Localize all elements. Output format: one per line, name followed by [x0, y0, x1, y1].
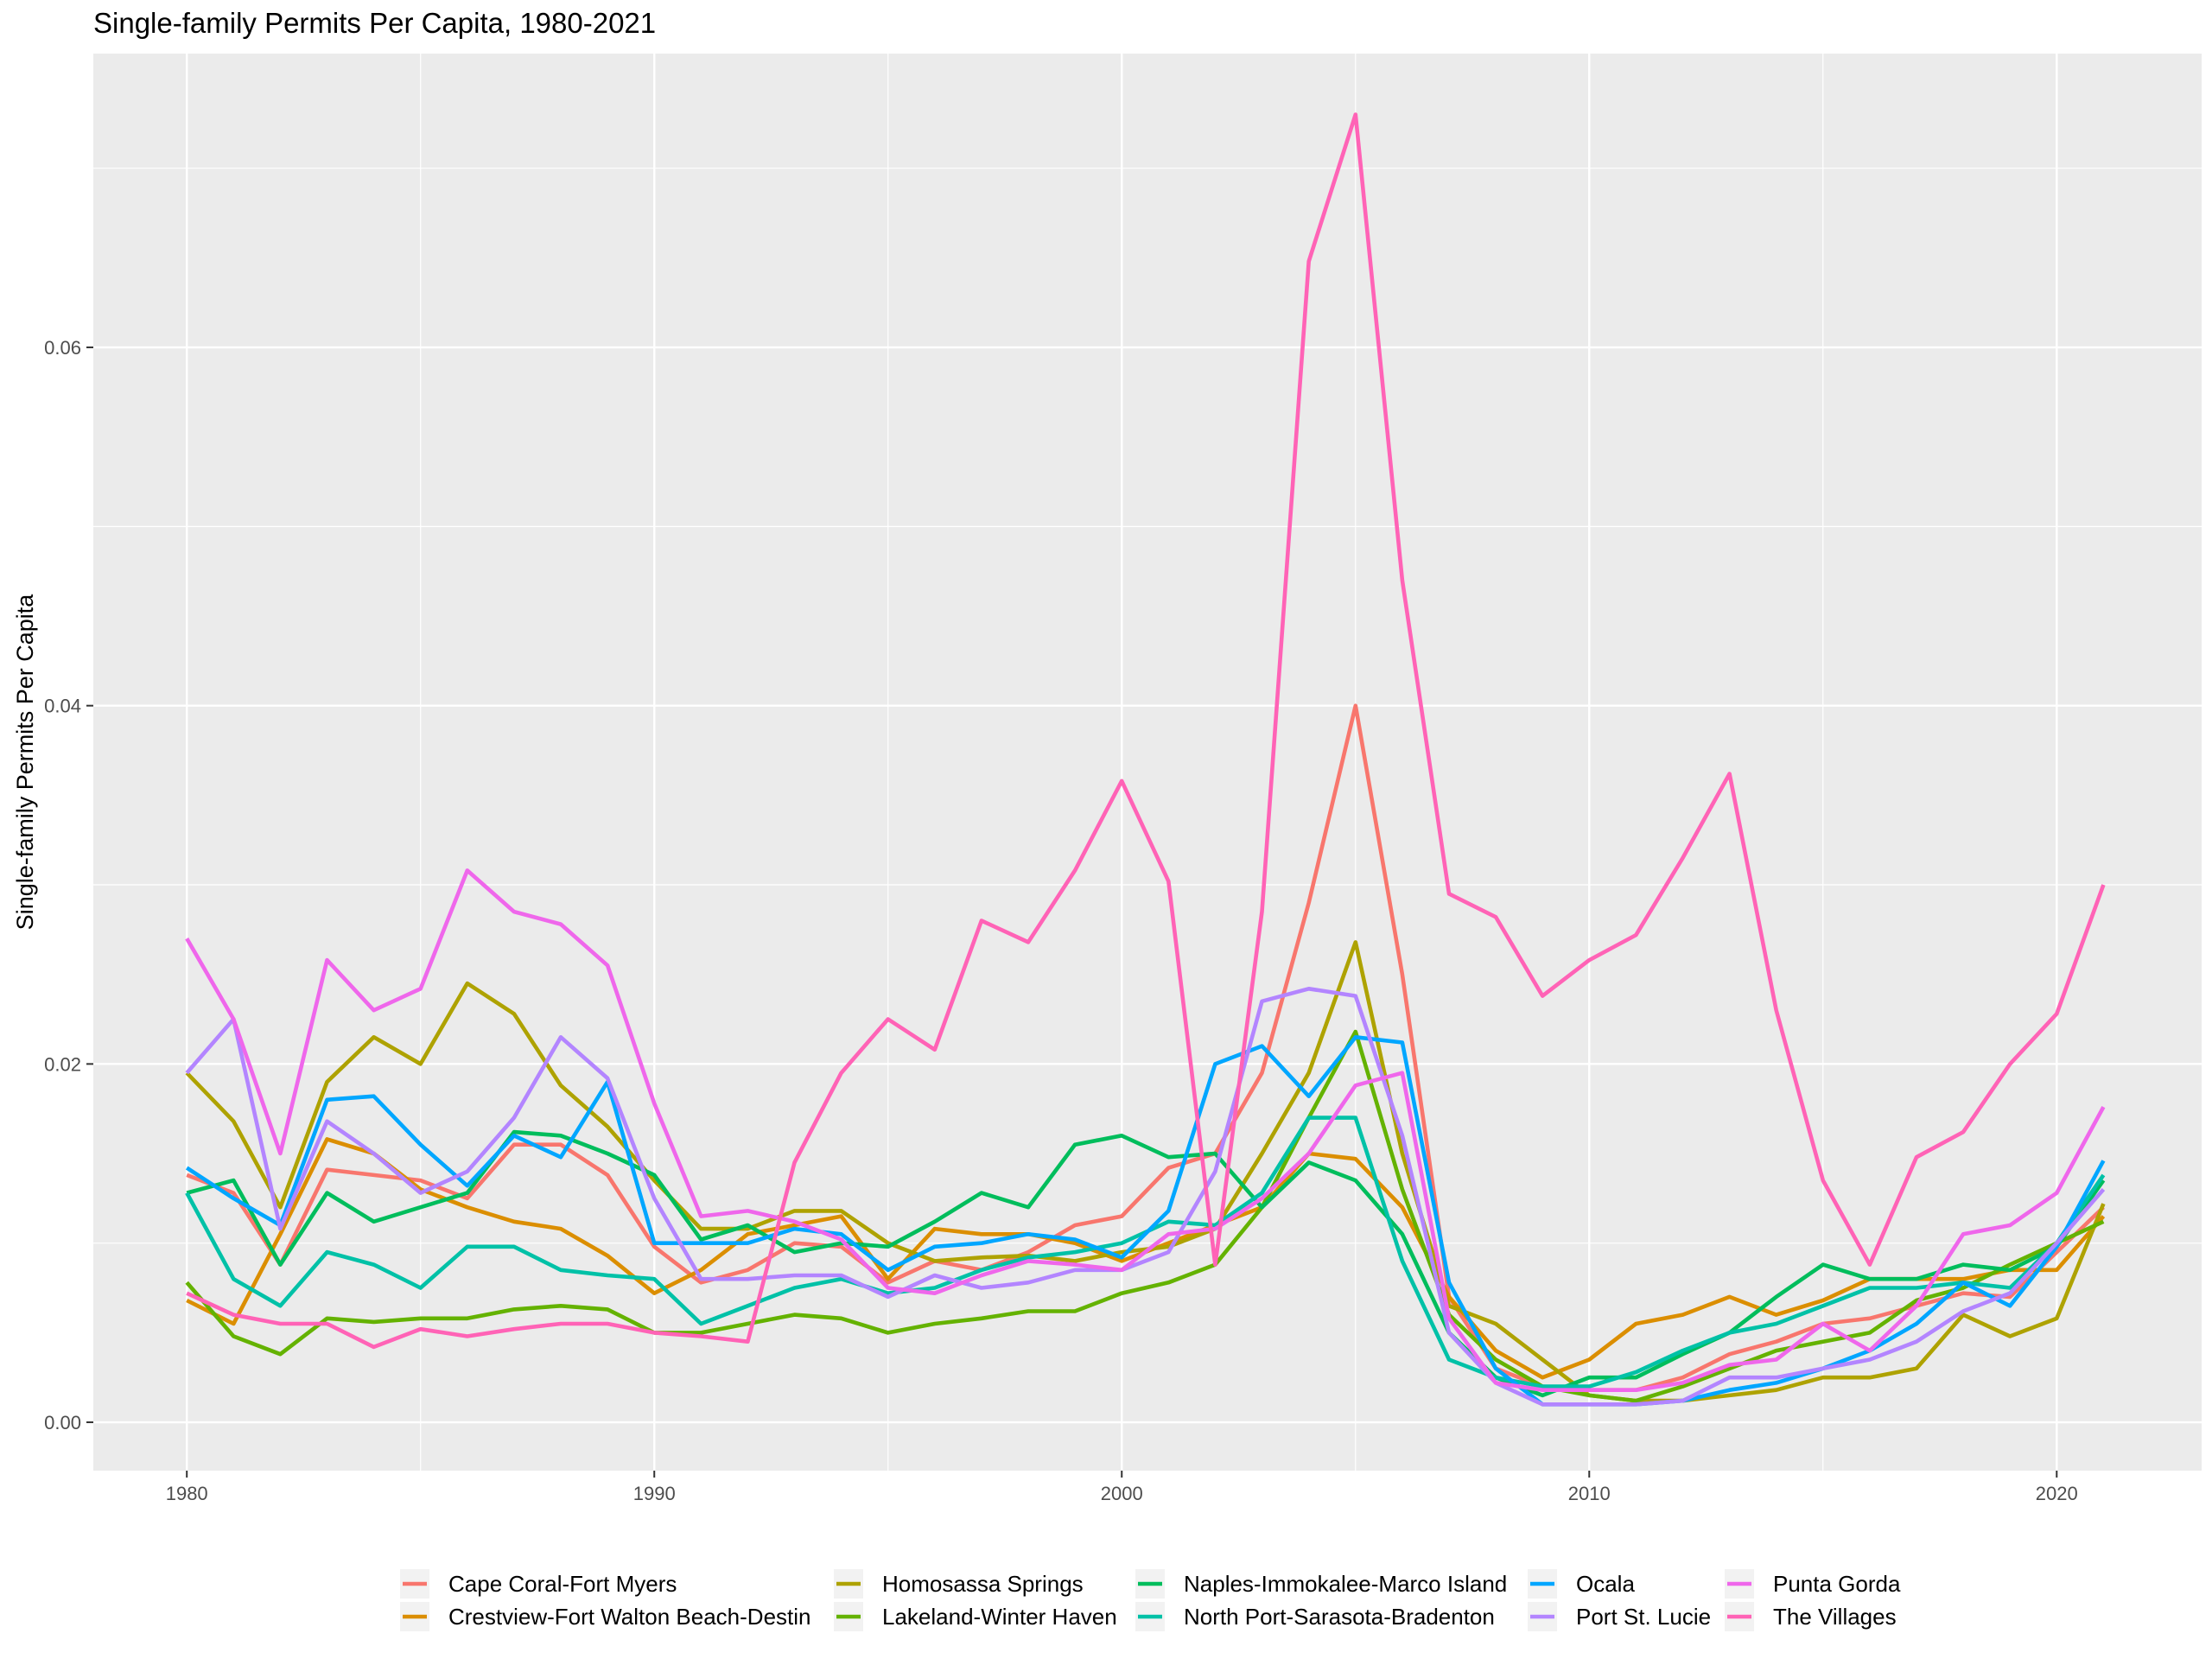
legend-item: Punta Gorda	[1725, 1569, 1901, 1599]
legend-item: Crestview-Fort Walton Beach-Destin	[400, 1602, 811, 1631]
y-tick-label: 0.00	[44, 1412, 81, 1433]
x-tick-label: 2000	[1101, 1483, 1143, 1504]
legend-item: North Port-Sarasota-Bradenton	[1135, 1602, 1495, 1631]
axis-ticks	[86, 346, 2058, 1478]
series-group	[185, 112, 2106, 1407]
chart-title: Single-family Permits Per Capita, 1980-2…	[93, 7, 656, 39]
legend-item: The Villages	[1725, 1602, 1897, 1631]
legend-label: Punta Gorda	[1773, 1571, 1901, 1597]
y-tick-label: 0.04	[44, 696, 81, 717]
y-tick-label: 0.06	[44, 337, 81, 359]
series-line-port-st-lucie	[185, 987, 2106, 1407]
grid-minor	[93, 54, 2202, 1471]
grid-major	[93, 54, 2202, 1471]
series-line-ocala	[185, 1035, 2106, 1407]
legend-item: Ocala	[1528, 1569, 1635, 1599]
legend-label: Crestview-Fort Walton Beach-Destin	[448, 1604, 811, 1630]
series-line-lakeland-winter-haven	[185, 1029, 2105, 1403]
legend-label: Cape Coral-Fort Myers	[448, 1571, 677, 1597]
legend-label: Homosassa Springs	[882, 1571, 1084, 1597]
x-tick-label: 2010	[1568, 1483, 1611, 1504]
legend-item: Lakeland-Winter Haven	[834, 1602, 1117, 1631]
x-tick-label: 2020	[2036, 1483, 2078, 1504]
legend-item: Cape Coral-Fort Myers	[400, 1569, 677, 1599]
legend-item: Homosassa Springs	[834, 1569, 1084, 1599]
x-tick-label: 1990	[633, 1483, 676, 1504]
x-tick-label: 1980	[166, 1483, 208, 1504]
legend-label: Lakeland-Winter Haven	[882, 1604, 1117, 1630]
legend-item: Port St. Lucie	[1528, 1602, 1711, 1631]
legend-item: Naples-Immokalee-Marco Island	[1135, 1569, 1507, 1599]
series-line-punta-gorda	[185, 868, 2106, 1392]
legend-label: Port St. Lucie	[1576, 1604, 1711, 1630]
legend-label: The Villages	[1773, 1604, 1897, 1630]
legend-label: North Port-Sarasota-Bradenton	[1184, 1604, 1495, 1630]
legend-label: Ocala	[1576, 1571, 1635, 1597]
legend-label: Naples-Immokalee-Marco Island	[1184, 1571, 1507, 1597]
y-tick-labels: 0.00 0.02 0.04 0.06	[44, 337, 81, 1433]
series-line-homosassa-springs	[185, 940, 2106, 1403]
series-line-cape-coral-fort-myers	[186, 703, 2105, 1392]
y-axis-title: Single-family Permits Per Capita	[12, 594, 38, 931]
series-line-the-villages	[186, 112, 2106, 1350]
y-tick-label: 0.02	[44, 1053, 81, 1075]
x-tick-labels: 1980 1990 2000 2010 2020	[166, 1483, 2078, 1504]
legend: Cape Coral-Fort Myers Crestview-Fort Walt…	[400, 1569, 1901, 1631]
